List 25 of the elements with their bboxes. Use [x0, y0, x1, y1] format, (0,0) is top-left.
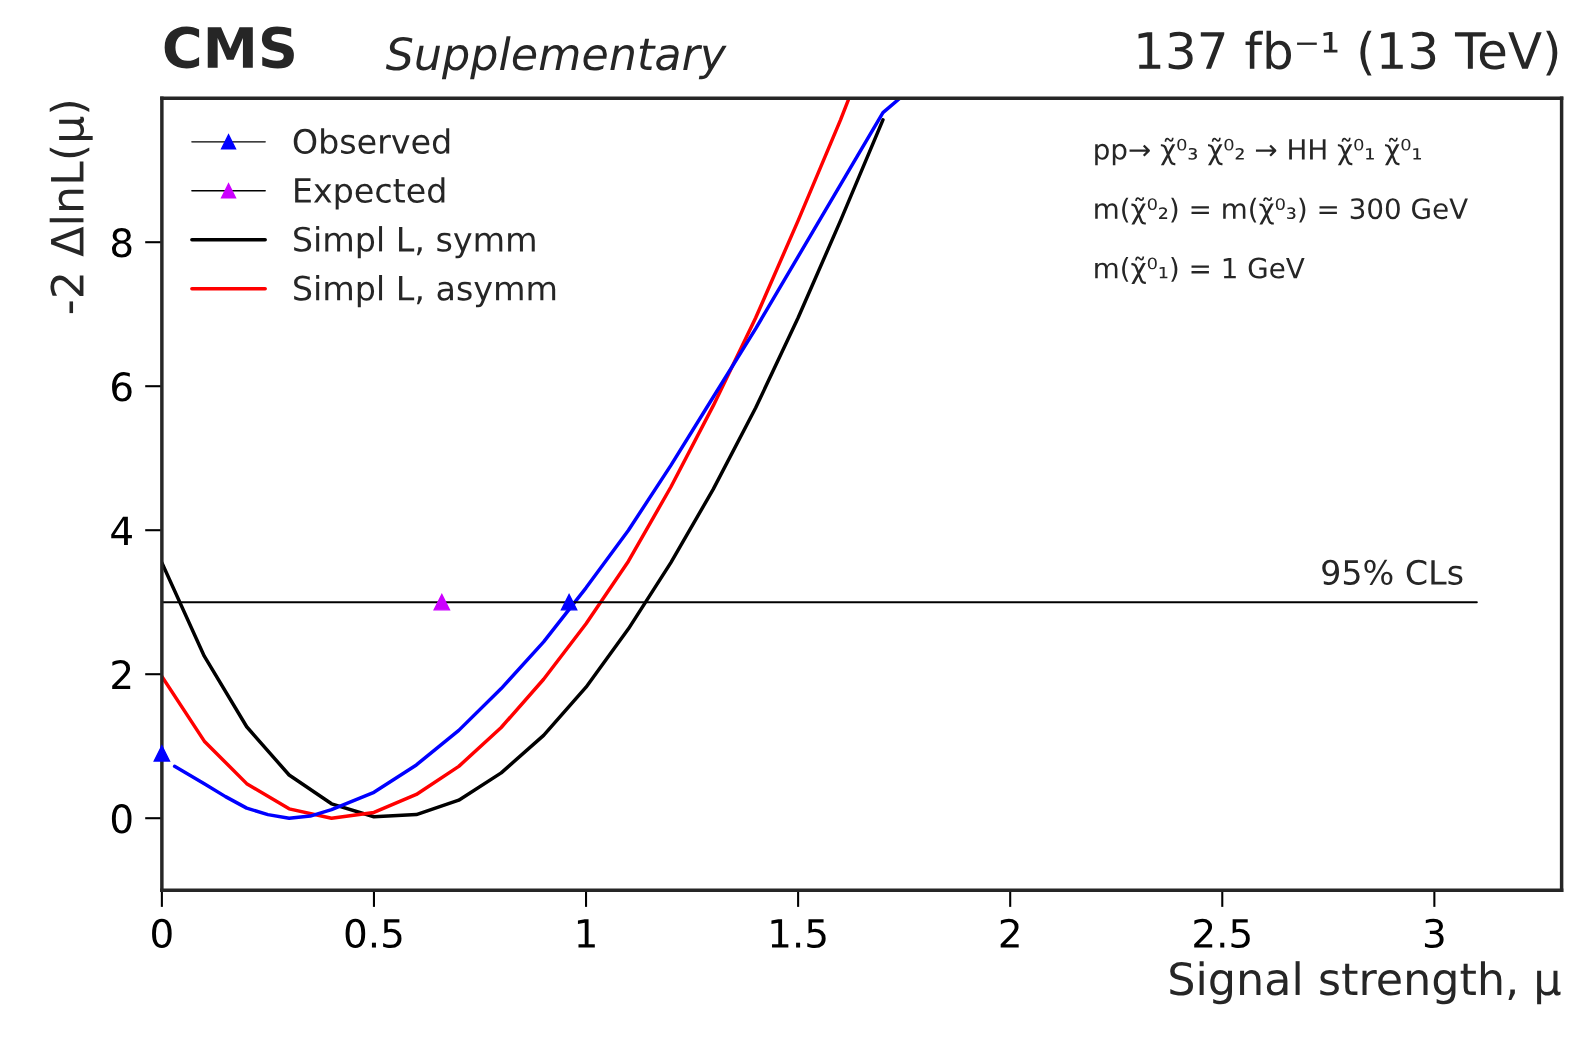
y-axis-title: -2 ΔlnL(μ)	[49, 102, 93, 314]
chart-title: 137 fb⁻¹ (13 TeV)	[1138, 30, 1558, 76]
annotation: m(χ̃⁰₂) = m(χ̃⁰₃) = 300 GeV	[1095, 197, 1468, 225]
y-tick-label: 0	[111, 804, 132, 834]
x-tick-label: 3	[1424, 918, 1444, 949]
x-tick-label: 1.5	[771, 919, 826, 949]
legend-label: Expected	[295, 177, 445, 210]
x-tick-label: 2	[1000, 918, 1019, 948]
y-tick-label: 6	[112, 372, 132, 402]
x-tick-label: 1	[577, 919, 595, 948]
annotation: pp→ χ̃⁰₃ χ̃⁰₂ → HH χ̃⁰₁ χ̃⁰₁	[1095, 137, 1422, 166]
x-axis-title: Signal strength, μ	[1170, 961, 1561, 1005]
x-tick-label: 0	[152, 918, 172, 949]
legend-label: Simpl L, symm	[294, 226, 535, 259]
x-tick-label: 2.5	[1194, 918, 1250, 949]
legend-label: Simpl L, asymm	[294, 274, 556, 308]
annotation: m(χ̃⁰₁) = 1 GeV	[1095, 256, 1305, 284]
text: CMS	[164, 26, 294, 69]
chart-subtitle: Supplementary	[385, 36, 727, 80]
y-tick-label: 8	[111, 228, 132, 258]
ref-line-label: 95% CLs	[1322, 559, 1463, 585]
y-tick-label: 4	[111, 516, 132, 545]
legend-label: Observed	[293, 128, 450, 155]
x-tick-label: 0.5	[345, 918, 402, 949]
y-tick-label: 2	[112, 660, 131, 689]
